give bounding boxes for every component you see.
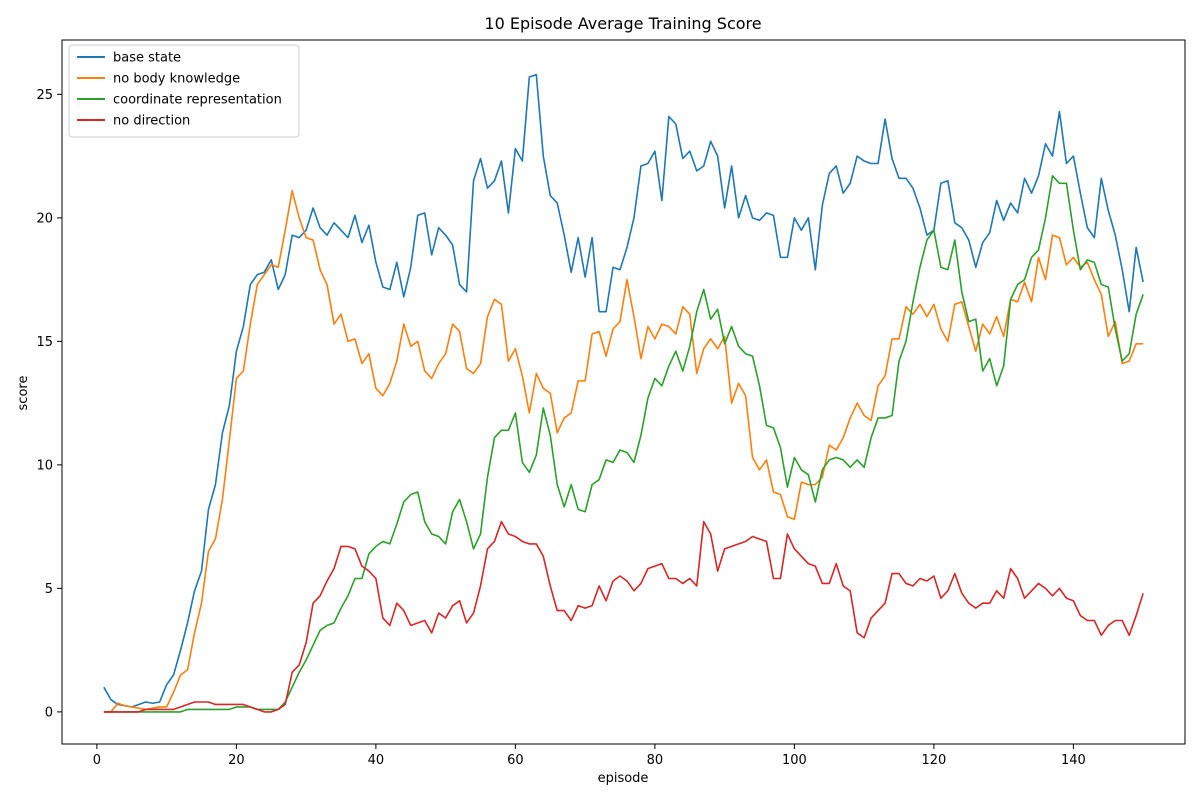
legend-label: no body knowledge bbox=[113, 72, 240, 87]
x-tick-label: 140 bbox=[1061, 753, 1086, 768]
y-axis-ticks: 0 5 10 15 20 25 bbox=[36, 88, 62, 720]
series-lines bbox=[103, 73, 1144, 713]
legend: base state no body knowledge coordinate re… bbox=[68, 44, 300, 138]
x-tick-label: 0 bbox=[93, 753, 101, 768]
x-axis-ticks: 0 20 40 60 80 100 120 140 bbox=[93, 744, 1086, 768]
x-tick-label: 60 bbox=[507, 753, 524, 768]
x-tick-label: 20 bbox=[228, 753, 245, 768]
y-axis-label: score bbox=[16, 376, 31, 411]
legend-box bbox=[68, 44, 300, 138]
x-axis-label: episode bbox=[598, 771, 649, 786]
series-line-no-direction bbox=[103, 520, 1144, 713]
x-tick-label: 40 bbox=[368, 753, 385, 768]
series-line-no-body-knowledge bbox=[103, 189, 1144, 713]
y-tick-label: 5 bbox=[45, 582, 53, 597]
x-tick-label: 120 bbox=[921, 753, 946, 768]
series-line-base-state bbox=[103, 73, 1144, 708]
y-tick-label: 10 bbox=[36, 458, 53, 473]
legend-label: no direction bbox=[113, 114, 190, 129]
chart-title: 10 Episode Average Training Score bbox=[484, 14, 761, 33]
plot-frame bbox=[61, 39, 1186, 745]
y-tick-label: 15 bbox=[36, 335, 53, 350]
legend-label: coordinate representation bbox=[113, 93, 282, 108]
y-tick-label: 25 bbox=[36, 88, 53, 103]
y-tick-label: 20 bbox=[36, 211, 53, 226]
x-tick-label: 100 bbox=[782, 753, 807, 768]
legend-label: base state bbox=[113, 51, 181, 66]
x-tick-label: 80 bbox=[647, 753, 664, 768]
y-tick-label: 0 bbox=[45, 705, 53, 720]
